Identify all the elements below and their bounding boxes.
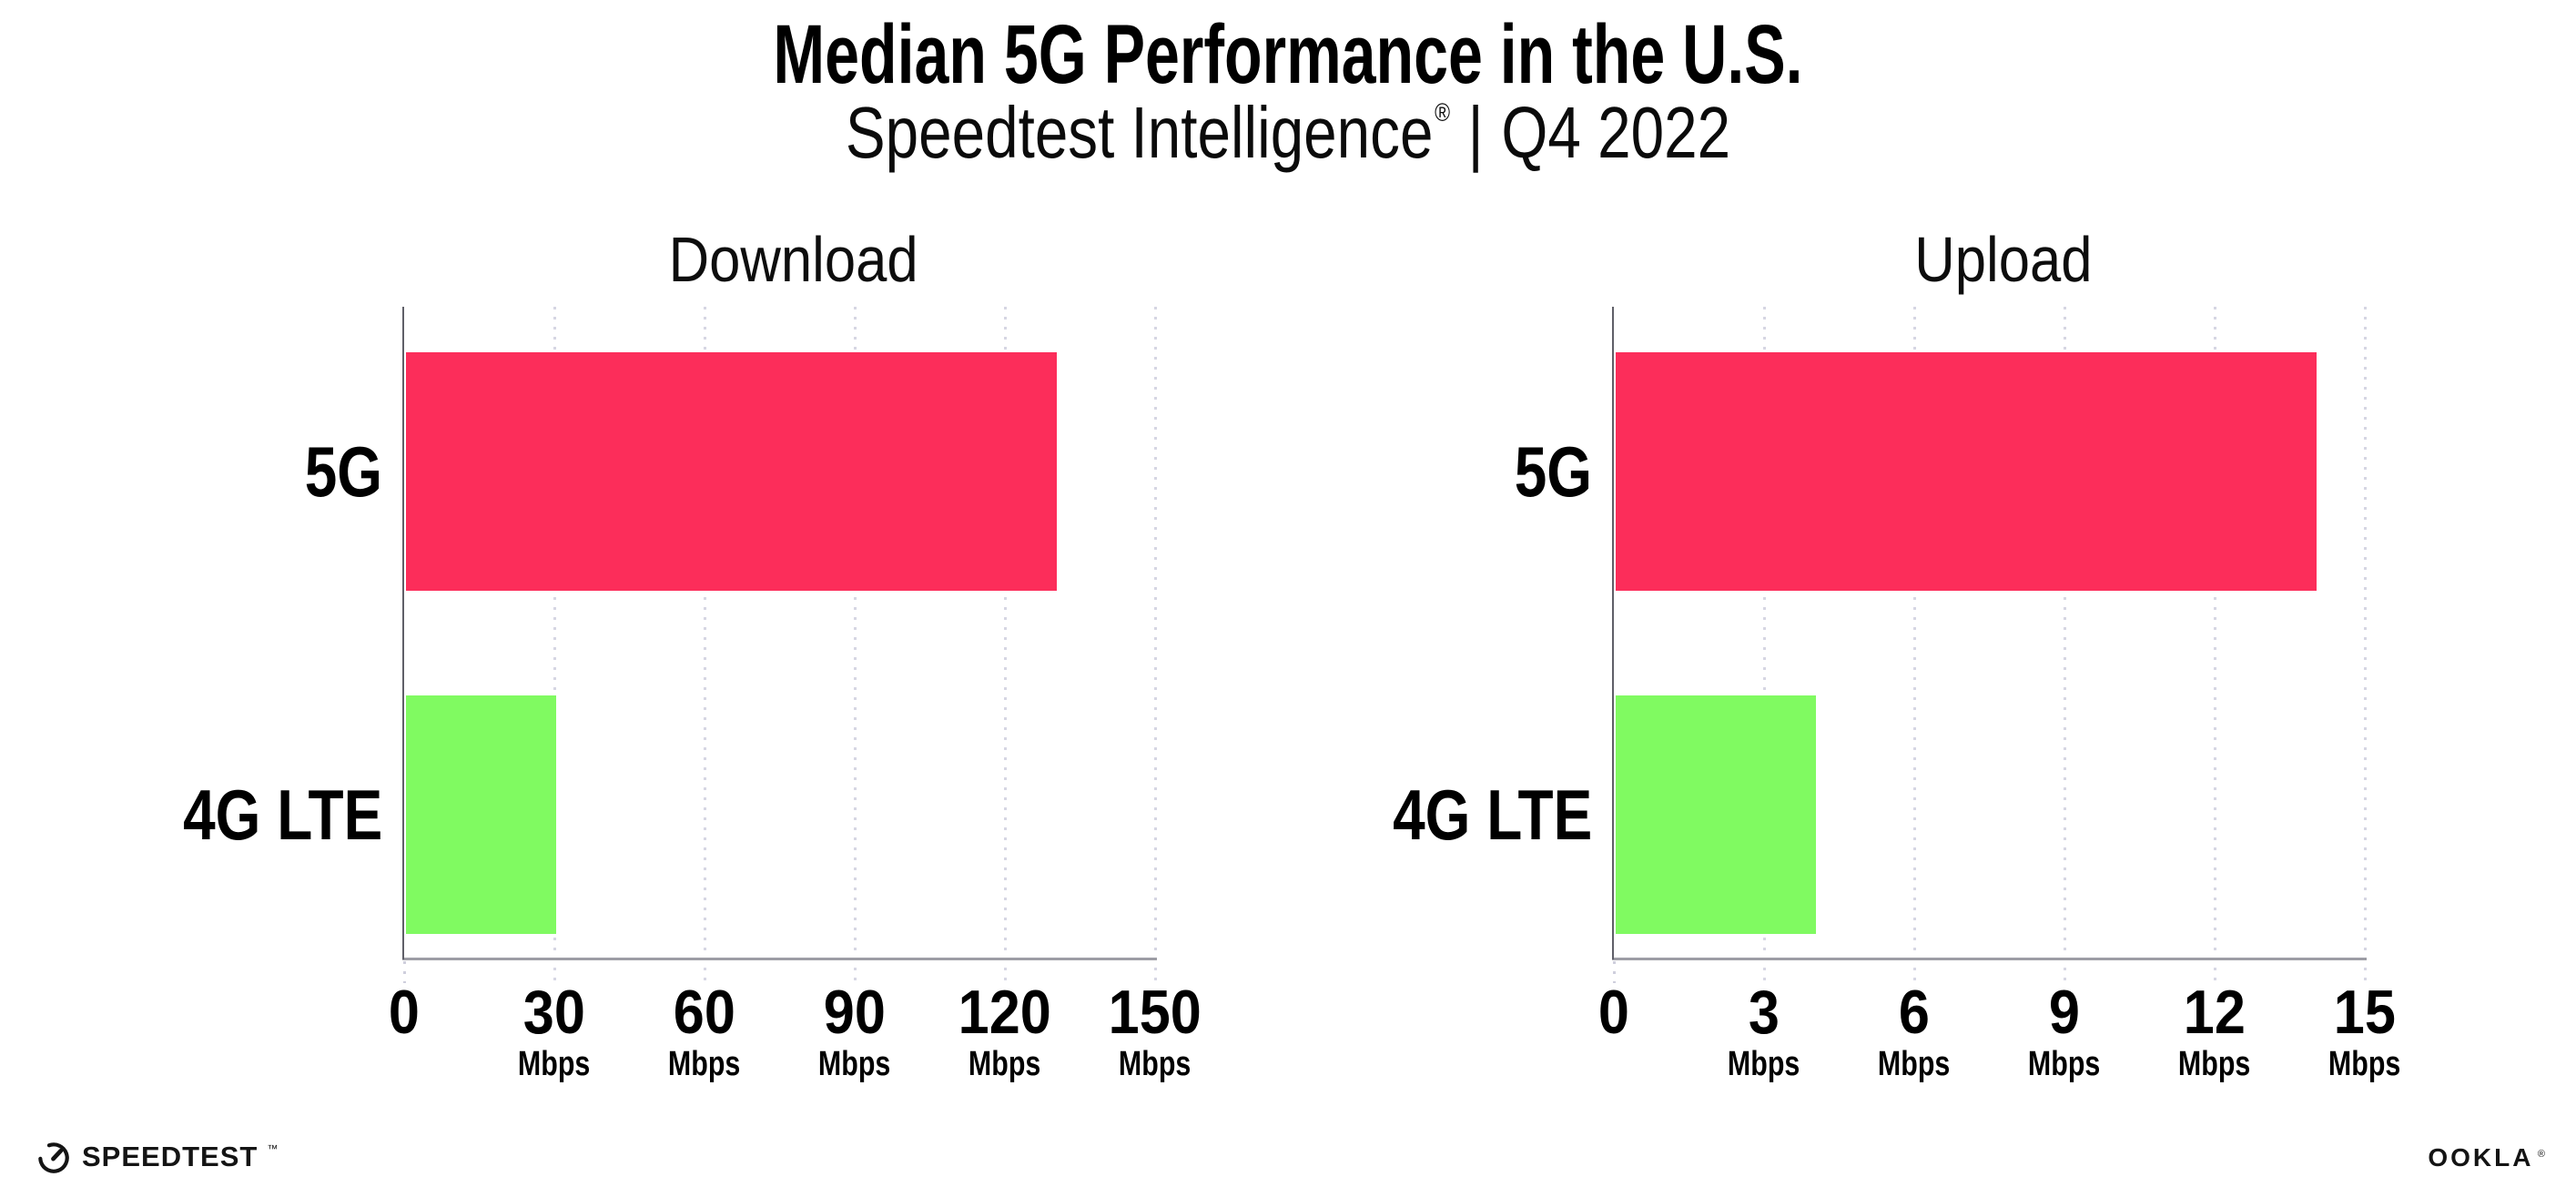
x-tick-unit-3: Mbps	[1728, 1045, 1800, 1083]
ookla-wordmark: OOKLA	[2428, 1143, 2534, 1172]
category-label-wrap: 4G LTE	[1250, 774, 1592, 856]
category-label-5g: 5G	[1514, 431, 1592, 512]
x-tick-unit-wrap: Mbps	[1046, 1047, 1264, 1081]
gridline-9-mbps	[2064, 307, 2066, 983]
x-tick-wrap: 0	[295, 981, 513, 1043]
x-tick-label-30: 30	[522, 978, 586, 1047]
x-tick-unit-wrap: Mbps	[745, 1047, 964, 1081]
gridline-12-mbps	[2214, 307, 2216, 983]
page-subtitle: Speedtest Intelligence® | Q4 2022	[232, 95, 2345, 171]
bar-4g-lte	[406, 695, 556, 934]
x-tick-label-3: 3	[1748, 978, 1780, 1047]
gridline-90-mbps	[854, 307, 857, 983]
x-tick-unit-60: Mbps	[668, 1045, 741, 1083]
x-tick-wrap: 9	[1955, 981, 2174, 1043]
x-tick-unit-wrap: Mbps	[896, 1047, 1114, 1081]
x-tick-wrap: 150	[1046, 981, 1264, 1043]
x-tick-unit-wrap: Mbps	[2256, 1047, 2474, 1081]
category-label-5g: 5G	[304, 431, 382, 512]
x-tick-label-150: 150	[1108, 978, 1202, 1047]
subtitle-separator: |	[1467, 92, 1484, 173]
trademark-mark: ™	[267, 1142, 279, 1155]
subtitle-period: Q4 2022	[1501, 92, 1731, 173]
x-tick-unit-6: Mbps	[1878, 1045, 1951, 1083]
gridline-15-mbps	[2364, 307, 2367, 983]
speedtest-logo: SPEEDTEST ™	[35, 1138, 278, 1176]
x-axis-line	[1612, 958, 2367, 960]
x-axis-line	[402, 958, 1157, 960]
tick-dot-0	[403, 961, 406, 983]
gridline-3-mbps	[1763, 307, 1766, 983]
upload-chart-title-wrap: Upload	[1614, 228, 2392, 291]
x-tick-wrap: 90	[745, 981, 964, 1043]
x-tick-wrap: 30	[445, 981, 664, 1043]
upload-chart-title: Upload	[1913, 224, 2093, 295]
x-tick-unit-30: Mbps	[518, 1045, 591, 1083]
gridline-120-mbps	[1004, 307, 1007, 983]
page-title: Median 5G Performance in the U.S.	[773, 8, 1803, 101]
x-tick-label-0: 0	[1597, 978, 1630, 1047]
subtitle-brand: Speedtest Intelligence	[845, 92, 1434, 173]
registered-mark: ®	[1435, 98, 1451, 127]
x-tick-wrap: 0	[1505, 981, 1723, 1043]
gridline-6-mbps	[1913, 307, 1916, 983]
x-tick-unit-15: Mbps	[2328, 1045, 2401, 1083]
bar-4g-lte	[1616, 695, 1816, 934]
bar-5g	[1616, 352, 2317, 591]
x-tick-label-9: 9	[2048, 978, 2081, 1047]
x-tick-unit-wrap: Mbps	[2105, 1047, 2324, 1081]
x-tick-wrap: 3	[1655, 981, 1873, 1043]
x-tick-unit-wrap: Mbps	[1805, 1047, 2023, 1081]
x-tick-unit-wrap: Mbps	[1955, 1047, 2174, 1081]
category-label-4g-lte: 4G LTE	[1392, 775, 1592, 855]
speedtest-gauge-icon	[38, 1142, 69, 1173]
x-tick-unit-90: Mbps	[818, 1045, 891, 1083]
bar-5g	[406, 352, 1057, 591]
y-axis-line	[1612, 307, 1614, 959]
x-tick-wrap: 6	[1805, 981, 2023, 1043]
download-chart-title-wrap: Download	[404, 228, 1182, 291]
category-label-4g-lte: 4G LTE	[182, 775, 382, 855]
ookla-logo: OOKLA ®	[2428, 1143, 2545, 1172]
x-tick-label-0: 0	[388, 978, 421, 1047]
x-tick-label-120: 120	[958, 978, 1052, 1047]
x-tick-label-60: 60	[673, 978, 736, 1047]
gridline-60-mbps	[704, 307, 706, 983]
x-tick-wrap: 12	[2105, 981, 2324, 1043]
x-tick-label-15: 15	[2333, 978, 2397, 1047]
gridline-30-mbps	[553, 307, 556, 983]
x-tick-wrap: 120	[896, 981, 1114, 1043]
speedtest-wordmark: SPEEDTEST	[82, 1141, 259, 1172]
x-tick-unit-wrap: Mbps	[595, 1047, 814, 1081]
x-tick-unit-wrap: Mbps	[445, 1047, 664, 1081]
y-axis-line	[402, 307, 404, 959]
x-tick-unit-120: Mbps	[969, 1045, 1041, 1083]
x-tick-unit-wrap: Mbps	[1655, 1047, 1873, 1081]
category-label-wrap: 5G	[1250, 431, 1592, 512]
category-label-wrap: 4G LTE	[40, 774, 382, 856]
category-label-wrap: 5G	[40, 431, 382, 512]
x-tick-wrap: 15	[2256, 981, 2474, 1043]
gridline-150-mbps	[1154, 307, 1157, 983]
x-tick-label-90: 90	[823, 978, 887, 1047]
x-tick-unit-150: Mbps	[1119, 1045, 1192, 1083]
x-tick-label-6: 6	[1898, 978, 1931, 1047]
download-chart-title: Download	[668, 224, 918, 295]
ookla-registered-mark: ®	[2537, 1149, 2545, 1160]
x-tick-unit-9: Mbps	[2028, 1045, 2101, 1083]
x-tick-unit-12: Mbps	[2178, 1045, 2251, 1083]
x-tick-label-12: 12	[2183, 978, 2246, 1047]
x-tick-wrap: 60	[595, 981, 814, 1043]
tick-dot-0	[1613, 961, 1616, 983]
